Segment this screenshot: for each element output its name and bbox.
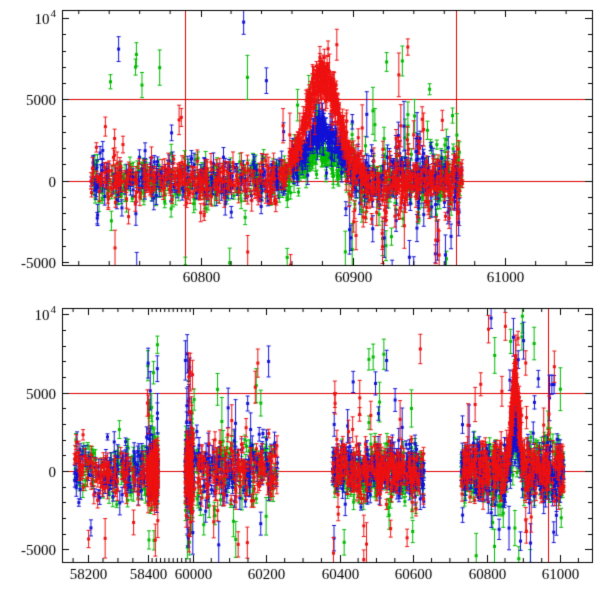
bottom-panel-plot bbox=[0, 300, 600, 600]
top-panel-plot bbox=[0, 0, 600, 300]
